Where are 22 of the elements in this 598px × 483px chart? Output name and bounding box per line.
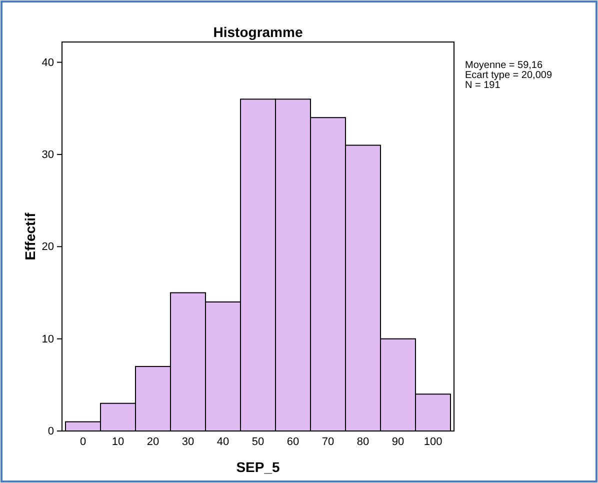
y-tick-label: 40 [42,56,54,69]
x-tick-label: 40 [216,436,230,448]
x-tick-label: 10 [112,436,124,448]
chart-title: Histogramme [213,24,303,40]
y-tick-label: 0 [48,426,54,438]
y-axis-title: Effectif [22,212,38,260]
x-tick-label: 60 [286,436,300,448]
y-tick-label: 30 [42,148,54,161]
y-tick-label: 10 [42,333,54,346]
text: Moyenne = 59,16 [465,60,543,71]
x-tick-label: 80 [356,436,370,448]
x-tick-label: 30 [182,436,194,448]
x-tick-label: 50 [252,436,264,448]
y-tick-label: 20 [42,241,54,254]
text: N = 191 [465,80,501,91]
x-tick-label: 0 [80,436,86,448]
x-axis-title: SEP_5 [236,459,280,475]
x-tick-label: 90 [392,436,404,448]
x-tick-label: 100 [424,436,442,448]
x-tick-label: 70 [322,436,334,448]
x-tick-label: 20 [146,436,160,448]
text: Ecart type = 20,009 [465,70,552,81]
